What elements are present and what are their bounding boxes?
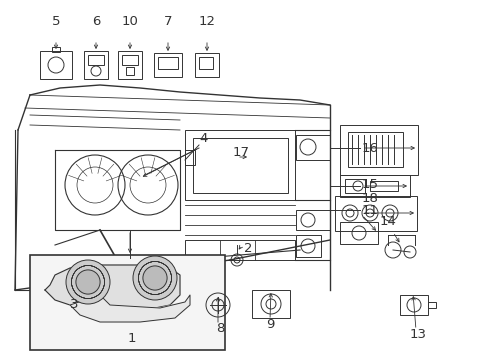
Bar [118,51,142,79]
Text: 9: 9 [265,318,274,331]
Bar [30,255,224,350]
Bar [427,302,435,308]
Bar [295,135,329,160]
Bar [184,130,294,200]
Circle shape [76,270,100,294]
Bar [195,53,219,77]
Bar [334,196,416,231]
Text: 10: 10 [122,15,138,28]
Text: 18: 18 [361,192,378,204]
Text: 6: 6 [92,15,100,28]
Bar [184,150,195,165]
Bar [40,51,72,79]
Text: 8: 8 [215,322,224,335]
Bar [126,67,134,75]
Text: 15: 15 [361,179,378,192]
Text: 13: 13 [408,328,426,341]
Bar [295,210,329,230]
Text: 1: 1 [127,332,136,345]
Bar [345,179,364,193]
Bar [193,138,287,193]
Bar [295,235,320,257]
Text: 7: 7 [163,15,172,28]
Bar [339,175,409,197]
Bar [339,222,377,244]
Text: 12: 12 [198,15,215,28]
Bar [88,55,104,65]
Bar [347,132,402,167]
Bar [154,53,182,77]
Text: 17: 17 [232,145,249,158]
Circle shape [133,256,177,300]
Bar [158,57,178,69]
Circle shape [66,260,110,304]
Text: 16: 16 [361,141,378,154]
Polygon shape [70,295,190,322]
Bar [184,240,294,260]
Bar [251,290,289,318]
Bar [52,47,60,52]
Text: 11: 11 [361,203,378,216]
Bar [122,55,138,65]
Bar [399,295,427,315]
Bar [199,57,213,69]
Text: 14: 14 [379,215,396,228]
Bar [369,181,397,191]
Circle shape [142,266,167,290]
Text: 4: 4 [199,131,207,144]
Polygon shape [45,265,180,310]
Text: 3: 3 [70,298,79,311]
Text: 2: 2 [244,242,252,255]
Text: 5: 5 [52,15,60,28]
Bar [339,125,417,175]
Bar [84,51,108,79]
